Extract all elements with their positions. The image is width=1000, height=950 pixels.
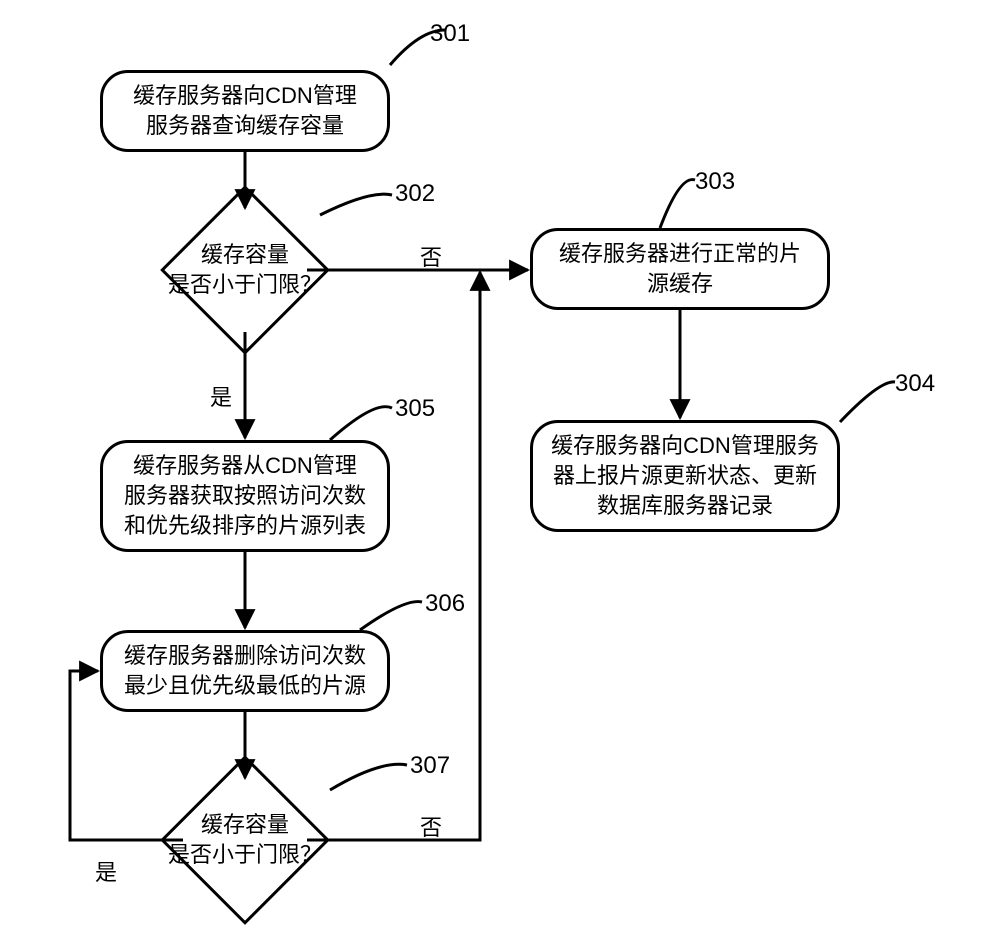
label-302: 302: [395, 180, 435, 208]
node-302: 缓存容量是否小于门限？: [185, 210, 305, 330]
label-304: 304: [895, 370, 935, 398]
edge-302-yes: 是: [210, 380, 232, 412]
label-303: 303: [695, 168, 735, 196]
label-307: 307: [410, 752, 450, 780]
node-303: 缓存服务器进行正常的片源缓存: [530, 228, 830, 310]
node-304: 缓存服务器向CDN管理服务器上报片源更新状态、更新数据库服务器记录: [530, 420, 840, 532]
label-306: 306: [425, 590, 465, 618]
node-307: 缓存容量是否小于门限？: [185, 780, 305, 900]
label-301: 301: [430, 20, 470, 48]
node-306: 缓存服务器删除访问次数最少且优先级最低的片源: [100, 630, 390, 712]
edge-307-no: 否: [420, 810, 442, 842]
label-305: 305: [395, 395, 435, 423]
edge-302-no: 否: [420, 240, 442, 272]
node-305: 缓存服务器从CDN管理服务器获取按照访问次数和优先级排序的片源列表: [100, 440, 390, 552]
node-301: 缓存服务器向CDN管理服务器查询缓存容量: [100, 70, 390, 152]
edge-307-yes: 是: [95, 855, 117, 887]
